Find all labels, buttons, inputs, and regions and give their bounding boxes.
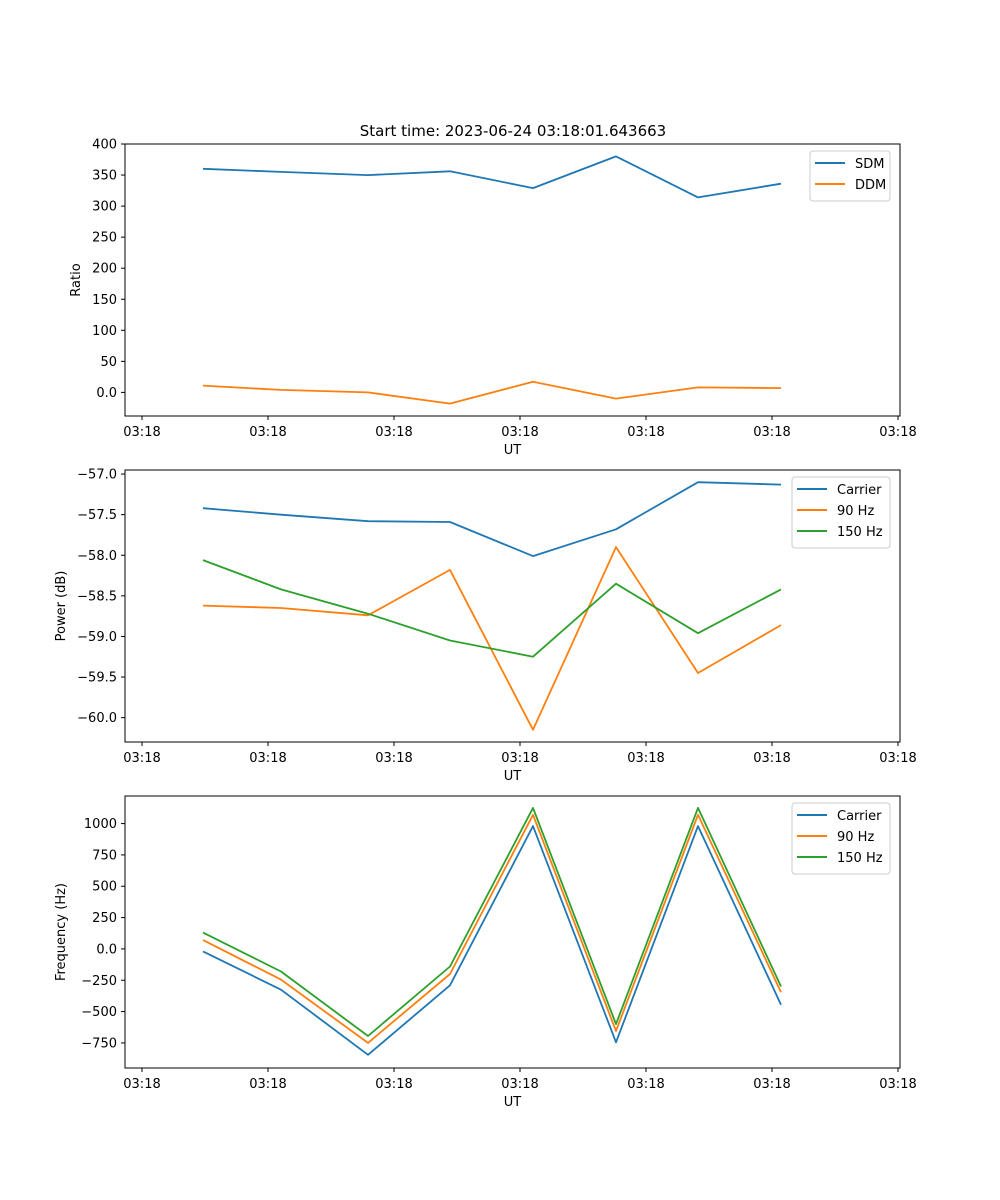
legend-label: Carrier [837,809,882,824]
x-tick-label: 03:18 [879,751,916,766]
y-tick-label: 100 [92,324,117,339]
y-tick-label: −58.0 [77,549,117,564]
chart-panel-3: −750 −500 −250 0.0 250 500 750 1000 03:18 03:18 03… [54,795,917,1110]
y-tick-label: −57.5 [77,508,117,523]
y-tick-label: 150 [92,293,117,308]
x-axis-label: UT [504,1095,522,1110]
y-tick-label: 250 [92,231,117,246]
y-tick-label: 200 [92,262,117,277]
plot-frame [124,795,901,1069]
series-line-carrier [202,481,782,557]
y-tick-label: −250 [81,974,117,989]
x-tick-label: 03:18 [753,425,790,440]
legend: SDM DDM [809,150,891,202]
series-line-150-hz [202,559,782,658]
x-tick-label: 03:18 [123,1077,160,1092]
x-tick-label: 03:18 [627,1077,664,1092]
legend-label: DDM [855,178,886,193]
legend-label: 150 Hz [837,525,883,540]
y-tick-label: −59.5 [77,671,117,686]
series-line-90-hz [202,813,782,1044]
x-tick-label: 03:18 [879,425,916,440]
y-tick-label: 50 [100,355,117,370]
y-tick-label: 250 [92,911,117,926]
y-tick-label: 0.0 [96,942,117,957]
legend-label: SDM [855,157,884,172]
legend-label: 150 Hz [837,851,883,866]
legend-label: Carrier [837,483,882,498]
y-axis-label: Power (dB) [54,571,69,642]
x-axis-label: UT [504,769,522,784]
y-tick-label: 750 [92,848,117,863]
y-tick-label: −57.0 [77,468,117,483]
series-line-sdm [202,155,782,199]
series-line-ddm [202,380,782,405]
x-tick-label: 03:18 [627,425,664,440]
x-tick-label: 03:18 [123,425,160,440]
series-line-150-hz [202,807,782,1037]
figure-title: Start time: 2023-06-24 03:18:01.643663 [360,122,666,140]
plot-frame [124,469,901,743]
y-tick-label: 350 [92,169,117,184]
chart-panel-2: −60.0 −59.5 −59.0 −58.5 −58.0 −57.5 −57.0 03:18… [54,468,917,784]
y-axis-label: Ratio [69,263,84,296]
x-tick-label: 03:18 [501,425,538,440]
x-tick-label: 03:18 [501,1077,538,1092]
y-tick-label: −60.0 [77,711,117,726]
x-tick-label: 03:18 [249,1077,286,1092]
y-tick-label: 0.0 [96,386,117,401]
y-tick-label: 300 [92,200,117,215]
y-axis-label: Frequency (Hz) [54,883,69,981]
legend: Carrier 90 Hz 150 Hz [791,802,891,875]
y-tick-label: −500 [81,1005,117,1020]
y-tick-label: 1000 [84,817,117,832]
x-tick-label: 03:18 [879,1077,916,1092]
x-tick-label: 03:18 [249,751,286,766]
x-axis-label: UT [504,443,522,458]
x-tick-label: 03:18 [375,751,412,766]
series-line-90-hz [202,546,782,731]
x-tick-label: 03:18 [501,751,538,766]
y-tick-label: 500 [92,880,117,895]
x-tick-label: 03:18 [375,425,412,440]
x-tick-label: 03:18 [753,751,790,766]
x-tick-label: 03:18 [753,1077,790,1092]
y-tick-label: 400 [92,138,117,153]
x-tick-label: 03:18 [123,751,160,766]
plot-frame [124,143,901,417]
legend-label: 90 Hz [837,830,874,845]
legend-label: 90 Hz [837,504,874,519]
y-tick-label: −59.0 [77,630,117,645]
x-tick-label: 03:18 [375,1077,412,1092]
y-tick-label: −750 [81,1036,117,1051]
x-tick-label: 03:18 [627,751,664,766]
y-tick-label: −58.5 [77,589,117,604]
series-line-carrier [202,825,782,1056]
x-tick-label: 03:18 [249,425,286,440]
legend: Carrier 90 Hz 150 Hz [791,476,891,549]
chart-panel-1: 0.0 50 100 150 200 250 300 350 400 03:18 03:18 03:1… [69,138,917,459]
